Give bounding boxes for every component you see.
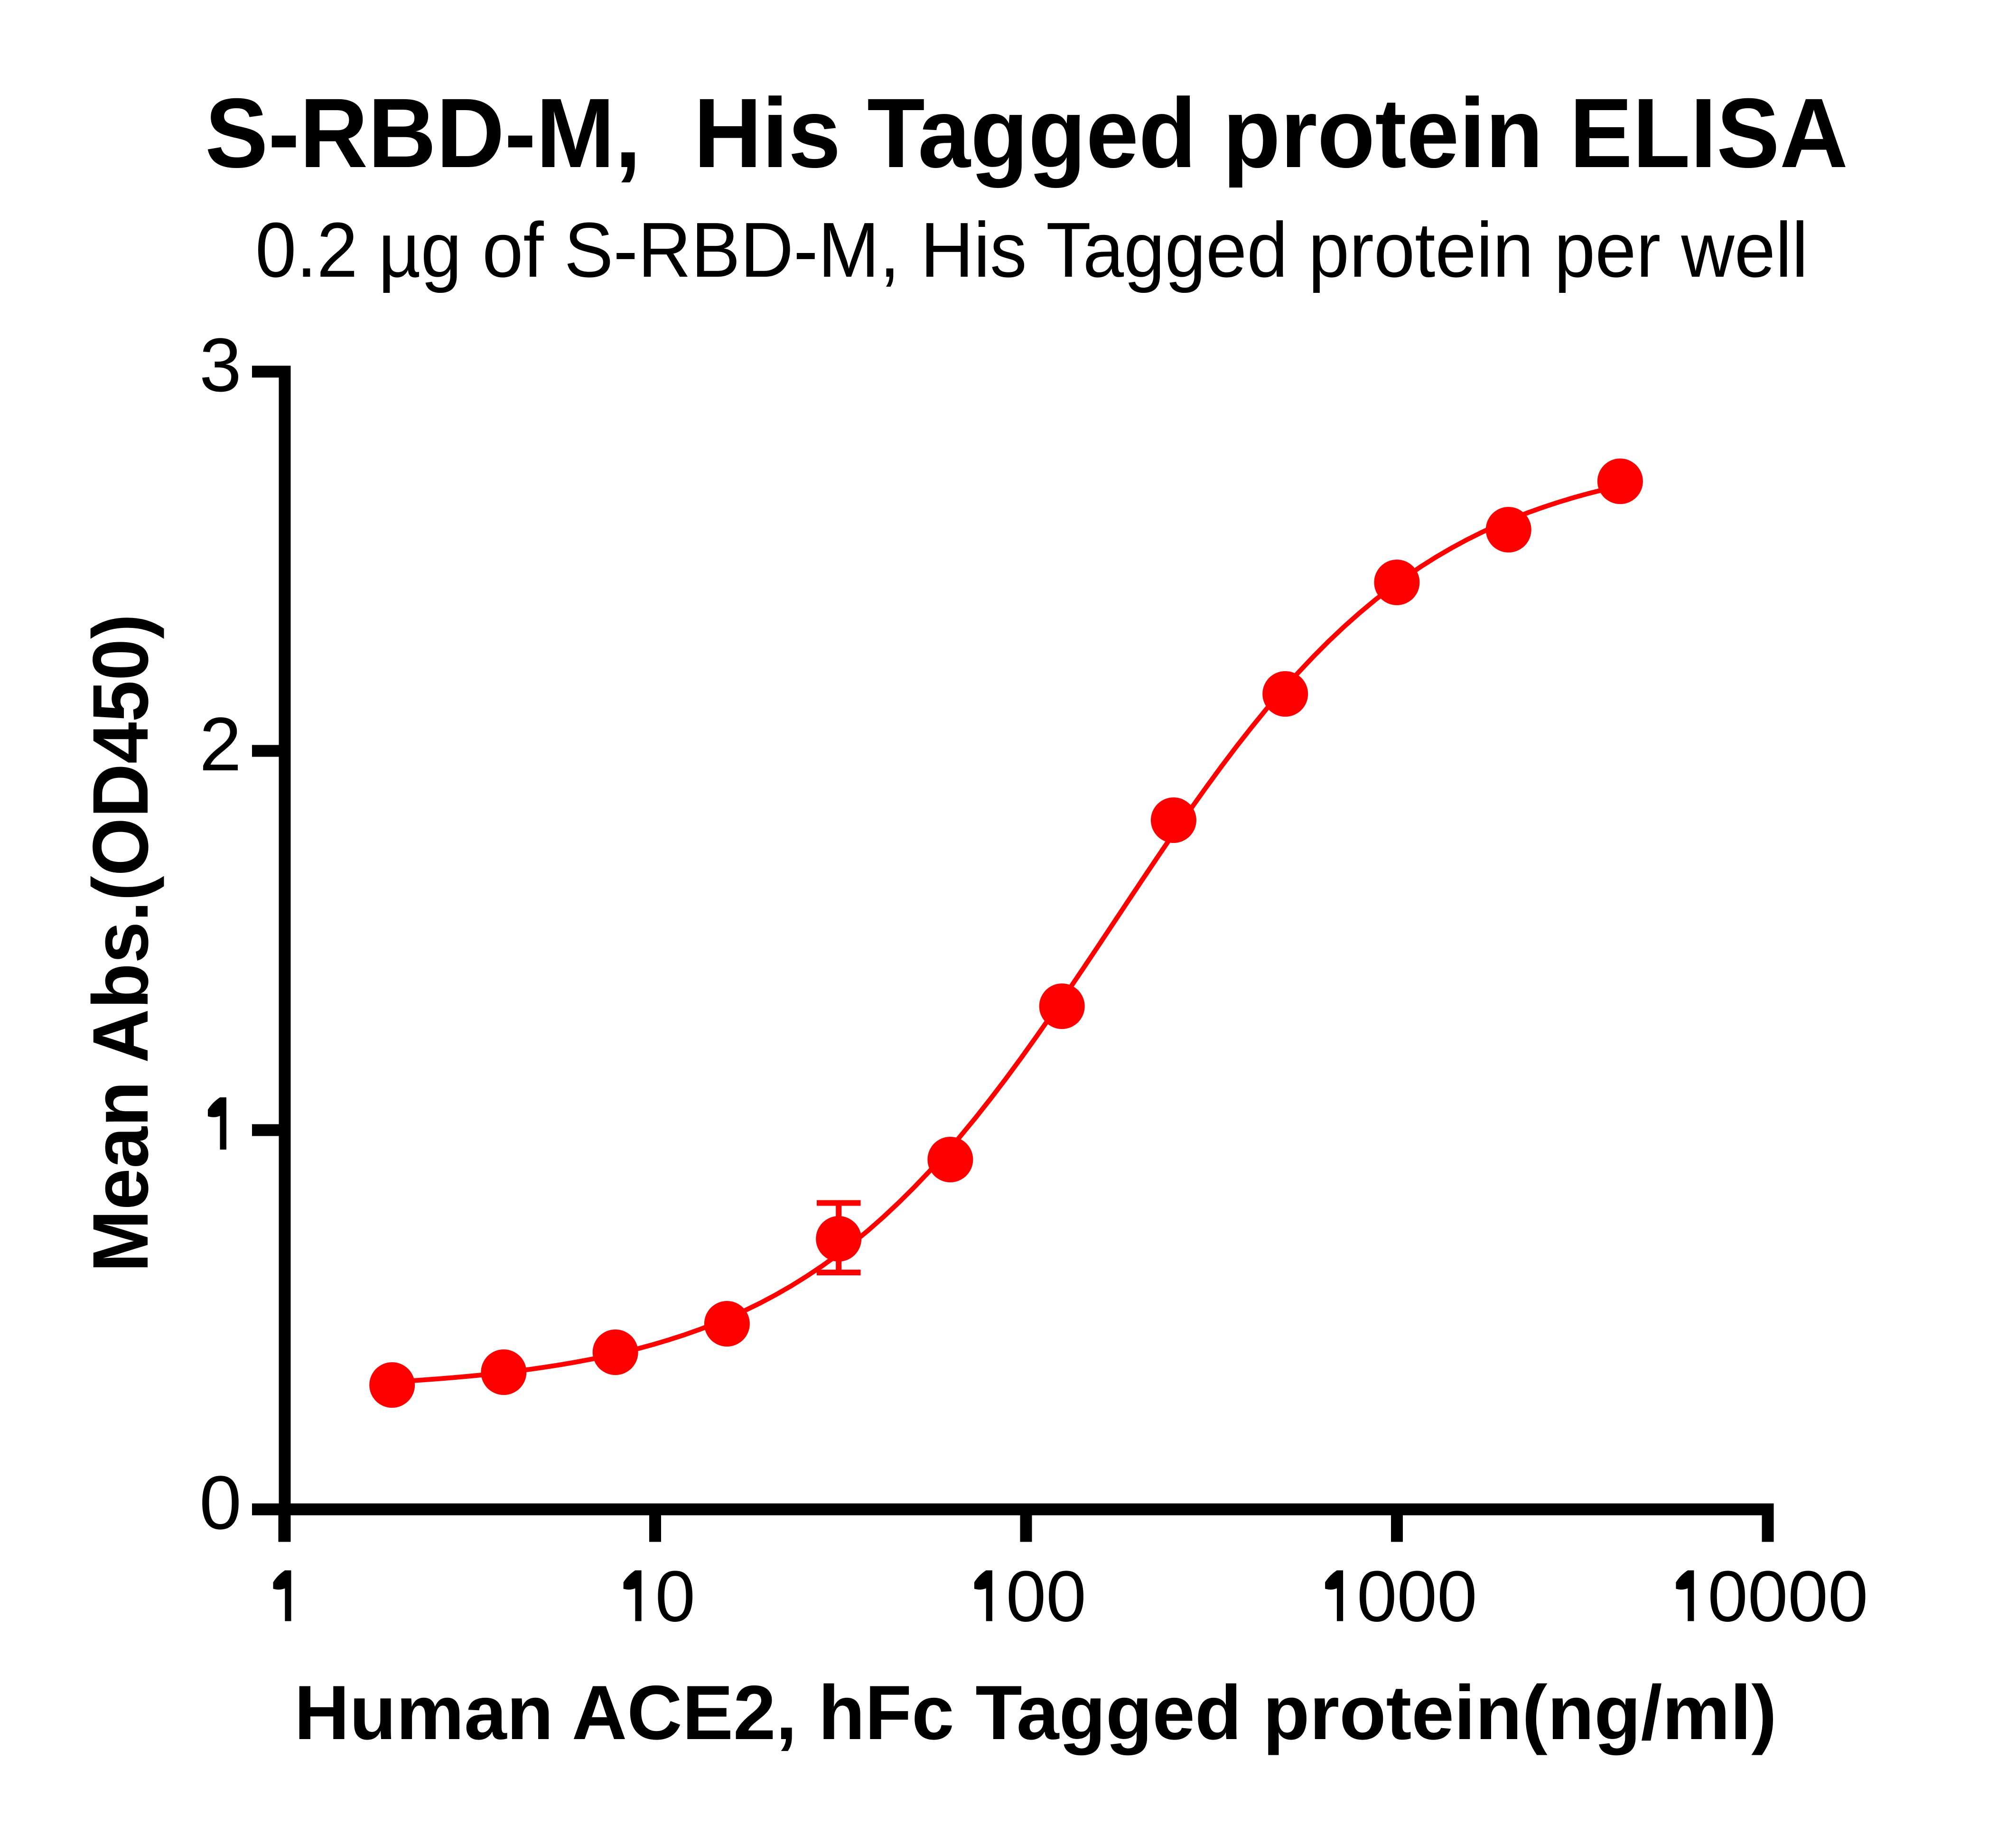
svg-text:000: 000 [1357, 1556, 1477, 1637]
svg-text:Mean Abs.(OD450): Mean Abs.(OD450) [77, 614, 165, 1273]
svg-text:Human ACE2, hFc Tagged protein: Human ACE2, hFc Tagged protein(ng/ml) [294, 1670, 1777, 1756]
svg-text:S-RBD-M, His Tagged protein E: S-RBD-M, His Tagged protein ELISA [205, 78, 1848, 188]
svg-text:0000: 0000 [1708, 1556, 1868, 1637]
svg-text:2: 2 [199, 702, 242, 786]
svg-text:00: 00 [1006, 1556, 1086, 1637]
svg-text:0.2 µg of S-RBD-M, His Tagged: 0.2 µg of S-RBD-M, His Tagged protein pe… [255, 206, 1808, 293]
svg-text:0: 0 [199, 1460, 242, 1545]
svg-text:0: 0 [655, 1556, 696, 1637]
svg-text:3: 3 [199, 322, 242, 407]
